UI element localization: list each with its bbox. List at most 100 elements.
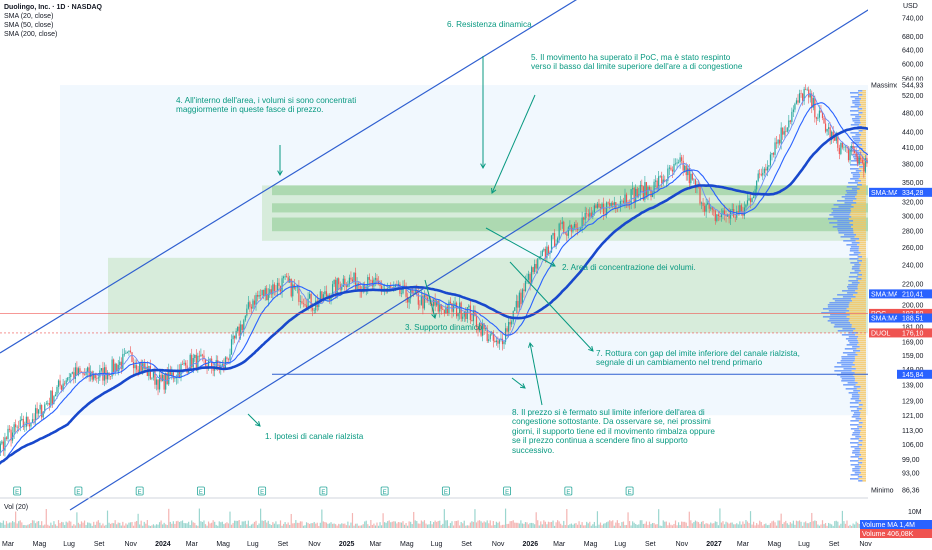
profile-row: [859, 268, 866, 270]
indicator-sma50[interactable]: SMA (50, close): [4, 22, 54, 29]
profile-row: [860, 412, 866, 414]
volume-bar: [217, 525, 219, 528]
profile-row: [848, 340, 858, 342]
x-tick-label: Mag: [216, 541, 230, 548]
profile-row: [838, 232, 854, 234]
volume-bar: [501, 524, 504, 528]
profile-row: [853, 156, 861, 158]
candle-body: [497, 340, 499, 344]
indicator-sma200[interactable]: SMA (200, close): [4, 31, 58, 38]
volume-bar: [549, 522, 551, 528]
profile-row: [858, 440, 863, 442]
candle-body: [560, 223, 562, 225]
price-tag-label: SMA:MA: [871, 315, 899, 322]
candle-body: [212, 367, 214, 371]
profile-row: [850, 246, 860, 248]
earnings-icon-label: E: [321, 490, 325, 496]
profile-row: [862, 422, 866, 424]
volume-bar: [788, 524, 790, 528]
profile-row: [855, 358, 866, 360]
candle-body: [296, 285, 298, 288]
volume-bar: [469, 522, 471, 528]
volume-bar: [489, 520, 491, 528]
volume-bar: [413, 511, 415, 528]
candle-body: [514, 307, 516, 312]
candle-body: [30, 422, 32, 427]
profile-row: [851, 188, 860, 190]
candle-body: [198, 355, 200, 357]
indicator-sma20[interactable]: SMA (20, close): [4, 13, 54, 20]
candle-body: [56, 386, 58, 395]
volume-bar: [149, 525, 151, 528]
candle-body: [671, 169, 674, 172]
profile-row: [831, 208, 851, 210]
volume-bar: [385, 522, 387, 528]
profile-row: [851, 210, 866, 212]
volume-bar: [319, 522, 321, 528]
volume-bar: [266, 522, 268, 528]
candle-body: [779, 139, 781, 144]
profile-row: [857, 256, 863, 258]
profile-row: [850, 420, 859, 422]
candle-body: [610, 202, 612, 206]
volume-bar: [0, 522, 1, 528]
candle-body: [798, 93, 801, 103]
x-tick-label: Mar: [369, 541, 382, 548]
profile-row: [828, 310, 850, 312]
candle-body: [116, 363, 118, 372]
volume-bar: [50, 522, 52, 528]
volume-bar: [299, 521, 302, 528]
volume-bar: [468, 525, 470, 528]
profile-row: [860, 386, 866, 388]
volume-bar: [364, 521, 366, 528]
volume-bar: [850, 525, 853, 528]
candle-body: [410, 289, 412, 299]
profile-row: [859, 468, 866, 470]
candle-body: [425, 294, 427, 298]
candle-body: [157, 379, 159, 390]
profile-row: [859, 118, 866, 120]
volume-bar: [546, 524, 548, 528]
candle-body: [27, 416, 29, 425]
candle-body: [550, 235, 553, 253]
earnings-icon: [625, 486, 634, 496]
volume-bar: [341, 523, 343, 528]
candle-body: [482, 323, 484, 336]
profile-row: [858, 178, 866, 180]
volume-bar: [155, 524, 158, 528]
annotation-arrow: [491, 94, 536, 194]
volume-bar: [328, 523, 331, 528]
profile-row: [859, 410, 866, 412]
profile-row: [829, 222, 850, 224]
candle-body: [751, 198, 753, 203]
volume-bar: [843, 521, 845, 528]
volume-band-2: [272, 203, 868, 213]
volume-bar: [809, 522, 811, 528]
candle-body: [351, 279, 354, 282]
candle-body: [506, 328, 508, 332]
volume-bar: [824, 523, 827, 528]
volume-bar: [578, 521, 580, 528]
volume-bar: [624, 525, 626, 528]
volume-bar: [785, 520, 787, 528]
candle-body: [579, 227, 582, 230]
volume-bar: [800, 521, 802, 528]
candle-body: [250, 306, 253, 309]
candle-body: [181, 364, 184, 365]
volume-bar: [831, 524, 833, 528]
profile-row: [861, 454, 866, 456]
volume-bar: [518, 523, 520, 528]
volume-bar: [606, 522, 608, 528]
volume-bar: [497, 522, 499, 528]
y-tick-label: 680,00: [902, 34, 924, 41]
profile-row: [858, 276, 866, 278]
volume-bar: [743, 523, 746, 528]
earnings-icon-label: E: [199, 490, 203, 496]
volume-bar: [514, 522, 516, 528]
profile-row: [854, 448, 861, 450]
candle-body: [705, 204, 707, 212]
profile-row: [852, 362, 866, 364]
volume-bar: [817, 524, 819, 528]
volume-bar: [302, 525, 305, 528]
